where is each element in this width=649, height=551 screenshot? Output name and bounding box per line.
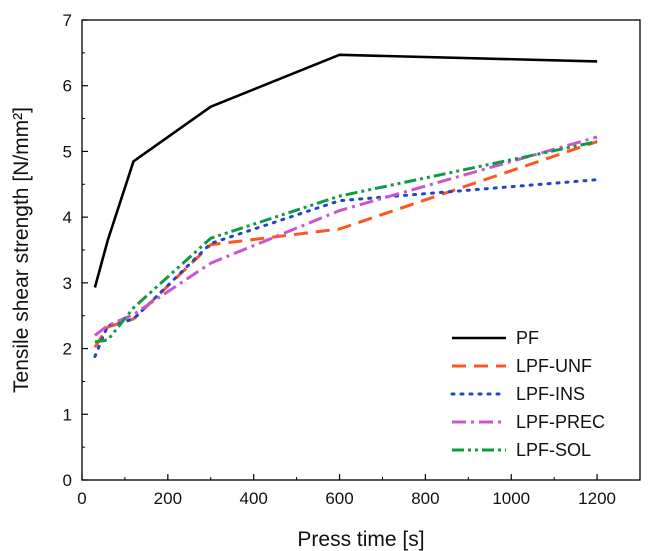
- legend: PF LPF-UNF LPF-INS LPF-PREC LPF-SOL: [450, 328, 605, 460]
- ticks-layer: 0 200 400 600 800 1000 1200 0 1 2 3 4 5 6 7: [63, 11, 616, 508]
- series-layer: [93, 53, 599, 358]
- y-axis-title: Tensile shear strength [N/mm²]: [10, 107, 33, 393]
- x-tick-label: 1000: [492, 489, 530, 508]
- x-tick-label: 200: [154, 489, 182, 508]
- x-tick-label: 800: [411, 489, 439, 508]
- x-tick-label: 0: [77, 489, 86, 508]
- y-tick-label: 6: [63, 77, 72, 96]
- y-tick-label: 0: [63, 471, 72, 490]
- legend-label-pf: PF: [516, 328, 539, 348]
- y-tick-label: 1: [63, 405, 72, 424]
- series-line-pf: [93, 53, 598, 288]
- x-axis-title: Press time [s]: [297, 528, 424, 551]
- legend-label-lpf-prec: LPF-PREC: [516, 412, 605, 432]
- legend-label-lpf-ins: LPF-INS: [516, 384, 585, 404]
- plot-frame: [81, 19, 641, 481]
- y-tick-label: 3: [63, 274, 72, 293]
- legend-label-lpf-sol: LPF-SOL: [516, 440, 591, 460]
- x-tick-label: 600: [325, 489, 353, 508]
- y-tick-label: 2: [63, 340, 72, 359]
- series-line-lpf-sol: [94, 140, 598, 344]
- series-line-lpf-prec: [93, 135, 598, 337]
- legend-label-lpf-unf: LPF-UNF: [516, 356, 592, 376]
- y-tick-label: 5: [63, 142, 72, 161]
- x-tick-label: 400: [240, 489, 268, 508]
- y-tick-label: 4: [63, 208, 72, 227]
- series-line-lpf-unf: [93, 140, 598, 349]
- series-line-lpf-ins: [93, 178, 599, 358]
- y-tick-label: 7: [63, 11, 72, 30]
- plot-area: [81, 19, 641, 481]
- x-tick-label: 1200: [578, 489, 616, 508]
